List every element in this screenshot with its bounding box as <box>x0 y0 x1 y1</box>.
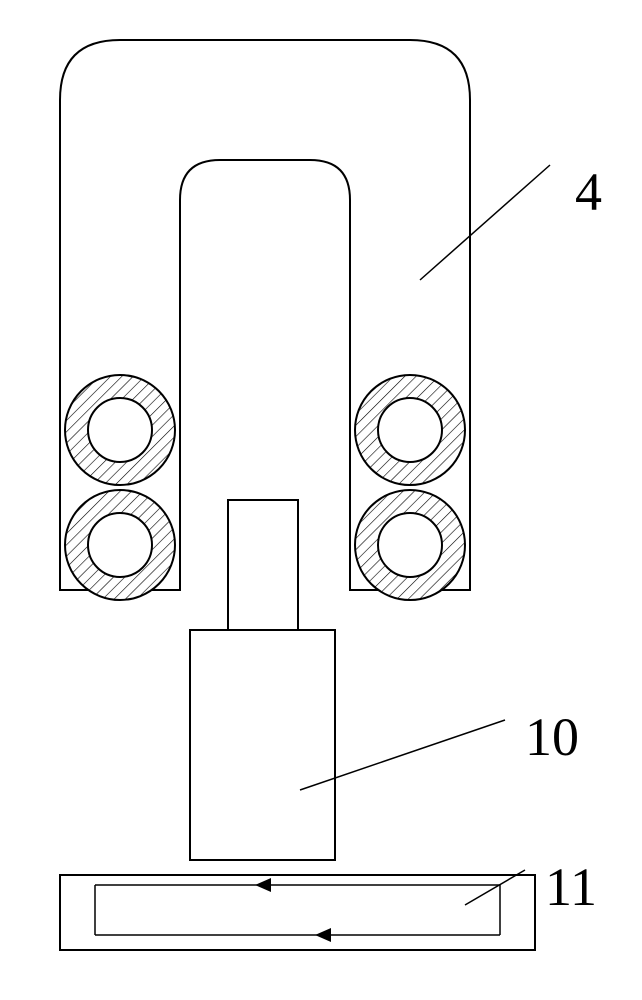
label-4: 4 <box>575 162 602 222</box>
coil-ring <box>355 375 465 485</box>
coil-ring <box>65 375 175 485</box>
plunger-stem <box>228 500 298 630</box>
flow-arrowhead <box>255 878 271 892</box>
coil-ring <box>65 490 175 600</box>
label-11: 11 <box>545 857 597 917</box>
base-rail <box>60 875 535 950</box>
technical-diagram: 4 10 11 <box>0 0 642 1000</box>
label-10: 10 <box>525 707 579 767</box>
leader-line-4 <box>420 165 550 280</box>
flow-arrowhead <box>315 928 331 942</box>
plunger-body <box>190 630 335 860</box>
coil-ring <box>355 490 465 600</box>
